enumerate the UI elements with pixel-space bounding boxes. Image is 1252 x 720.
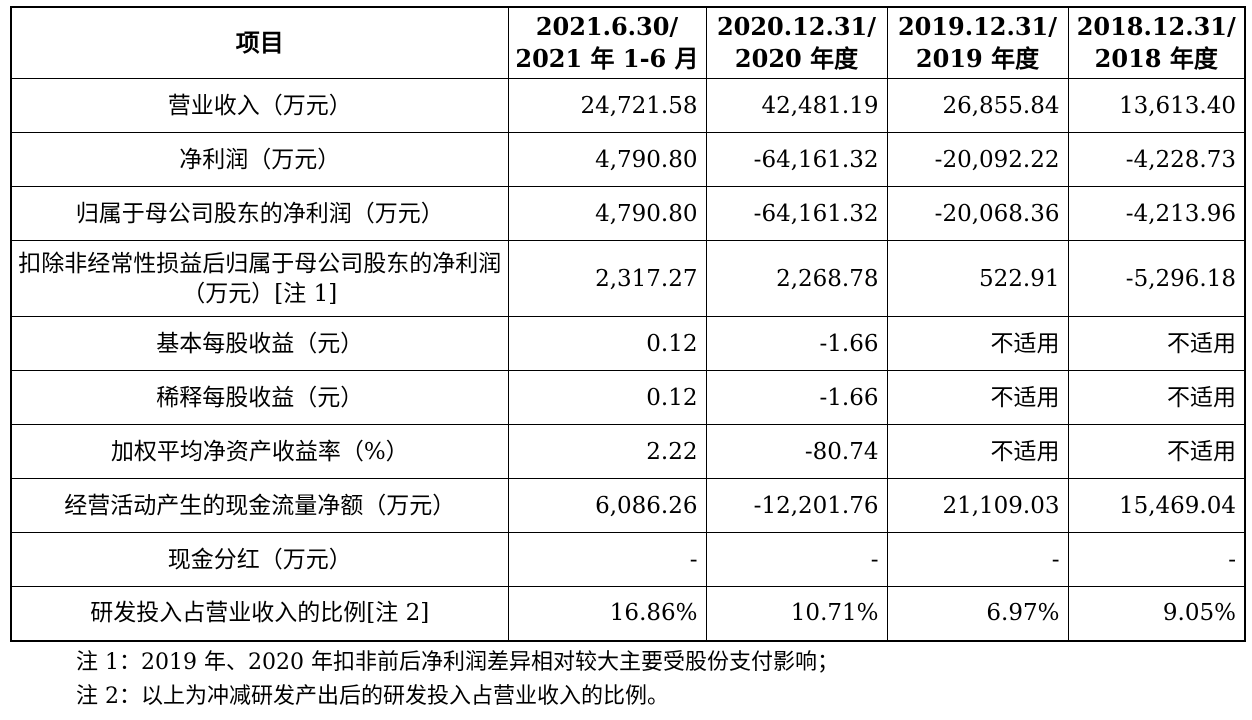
row-label: 营业收入（万元） xyxy=(10,78,509,133)
cell-value: -12,201.76 xyxy=(705,478,888,533)
cell-value: -4,228.73 xyxy=(1067,132,1246,187)
cell-value: 10.71% xyxy=(705,586,888,641)
header-2018: 2018.12.31/ 2018 年度 xyxy=(1067,6,1246,79)
cell-value: -1.66 xyxy=(705,316,888,371)
row-label: 加权平均净资产收益率（%） xyxy=(10,424,509,479)
table-row: 营业收入（万元） 24,721.58 42,481.19 26,855.84 1… xyxy=(10,78,1246,133)
header-item: 项目 xyxy=(10,6,509,79)
cell-value: 不适用 xyxy=(1067,370,1246,425)
cell-value: -64,161.32 xyxy=(705,186,888,241)
cell-value: 2,317.27 xyxy=(507,240,707,317)
cell-value: 9.05% xyxy=(1067,586,1246,641)
cell-value: 26,855.84 xyxy=(886,78,1069,133)
row-label: 净利润（万元） xyxy=(10,132,509,187)
cell-value: 4,790.80 xyxy=(507,186,707,241)
cell-value: 4,790.80 xyxy=(507,132,707,187)
row-label: 稀释每股收益（元） xyxy=(10,370,509,425)
table-row: 加权平均净资产收益率（%） 2.22 -80.74 不适用 不适用 xyxy=(10,424,1246,479)
table-row: 基本每股收益（元） 0.12 -1.66 不适用 不适用 xyxy=(10,316,1246,371)
table-row: 归属于母公司股东的净利润（万元） 4,790.80 -64,161.32 -20… xyxy=(10,186,1246,241)
table-row: 研发投入占营业收入的比例[注 2] 16.86% 10.71% 6.97% 9.… xyxy=(10,586,1246,641)
row-label: 现金分红（万元） xyxy=(10,532,509,587)
header-2020: 2020.12.31/ 2020 年度 xyxy=(705,6,888,79)
cell-value: -80.74 xyxy=(705,424,888,479)
cell-value: 2,268.78 xyxy=(705,240,888,317)
cell-value: 42,481.19 xyxy=(705,78,888,133)
cell-value: - xyxy=(1067,532,1246,587)
row-label: 归属于母公司股东的净利润（万元） xyxy=(10,186,509,241)
cell-value: 不适用 xyxy=(1067,316,1246,371)
cell-value: 13,613.40 xyxy=(1067,78,1246,133)
cell-value: 0.12 xyxy=(507,316,707,371)
cell-value: -20,068.36 xyxy=(886,186,1069,241)
cell-value: 15,469.04 xyxy=(1067,478,1246,533)
cell-value: 21,109.03 xyxy=(886,478,1069,533)
cell-value: 522.91 xyxy=(886,240,1069,317)
table-row: 净利润（万元） 4,790.80 -64,161.32 -20,092.22 -… xyxy=(10,132,1246,187)
row-label: 基本每股收益（元） xyxy=(10,316,509,371)
table-row: 稀释每股收益（元） 0.12 -1.66 不适用 不适用 xyxy=(10,370,1246,425)
header-2021h1: 2021.6.30/ 2021 年 1-6 月 xyxy=(507,6,707,79)
cell-value: - xyxy=(705,532,888,587)
cell-value: -64,161.32 xyxy=(705,132,888,187)
cell-value: -20,092.22 xyxy=(886,132,1069,187)
table-row: 经营活动产生的现金流量净额（万元） 6,086.26 -12,201.76 21… xyxy=(10,478,1246,533)
cell-value: -5,296.18 xyxy=(1067,240,1246,317)
financial-summary-table: 项目 2021.6.30/ 2021 年 1-6 月 2020.12.31/ 2… xyxy=(10,6,1246,642)
table-row: 扣除非经常性损益后归属于母公司股东的净利润（万元）[注 1] 2,317.27 … xyxy=(10,240,1246,317)
cell-value: 0.12 xyxy=(507,370,707,425)
footnote-1: 注 1：2019 年、2020 年扣非前后净利润差异相对较大主要受股份支付影响； xyxy=(76,650,839,675)
cell-value: 16.86% xyxy=(507,586,707,641)
cell-value: -4,213.96 xyxy=(1067,186,1246,241)
table-row: 现金分红（万元） - - - - xyxy=(10,532,1246,587)
row-label: 研发投入占营业收入的比例[注 2] xyxy=(10,586,509,641)
row-label: 扣除非经常性损益后归属于母公司股东的净利润（万元）[注 1] xyxy=(10,240,509,317)
footnotes: 注 1：2019 年、2020 年扣非前后净利润差异相对较大主要受股份支付影响；… xyxy=(76,646,839,714)
cell-value: 不适用 xyxy=(1067,424,1246,479)
cell-value: 不适用 xyxy=(886,316,1069,371)
footnote-2: 注 2：以上为冲减研发产出后的研发投入占营业收入的比例。 xyxy=(76,684,669,709)
cell-value: - xyxy=(507,532,707,587)
row-label: 经营活动产生的现金流量净额（万元） xyxy=(10,478,509,533)
table-header-row: 项目 2021.6.30/ 2021 年 1-6 月 2020.12.31/ 2… xyxy=(10,6,1246,79)
cell-value: -1.66 xyxy=(705,370,888,425)
cell-value: 2.22 xyxy=(507,424,707,479)
cell-value: 6,086.26 xyxy=(507,478,707,533)
header-2019: 2019.12.31/ 2019 年度 xyxy=(886,6,1069,79)
cell-value: - xyxy=(886,532,1069,587)
cell-value: 24,721.58 xyxy=(507,78,707,133)
cell-value: 6.97% xyxy=(886,586,1069,641)
cell-value: 不适用 xyxy=(886,424,1069,479)
cell-value: 不适用 xyxy=(886,370,1069,425)
